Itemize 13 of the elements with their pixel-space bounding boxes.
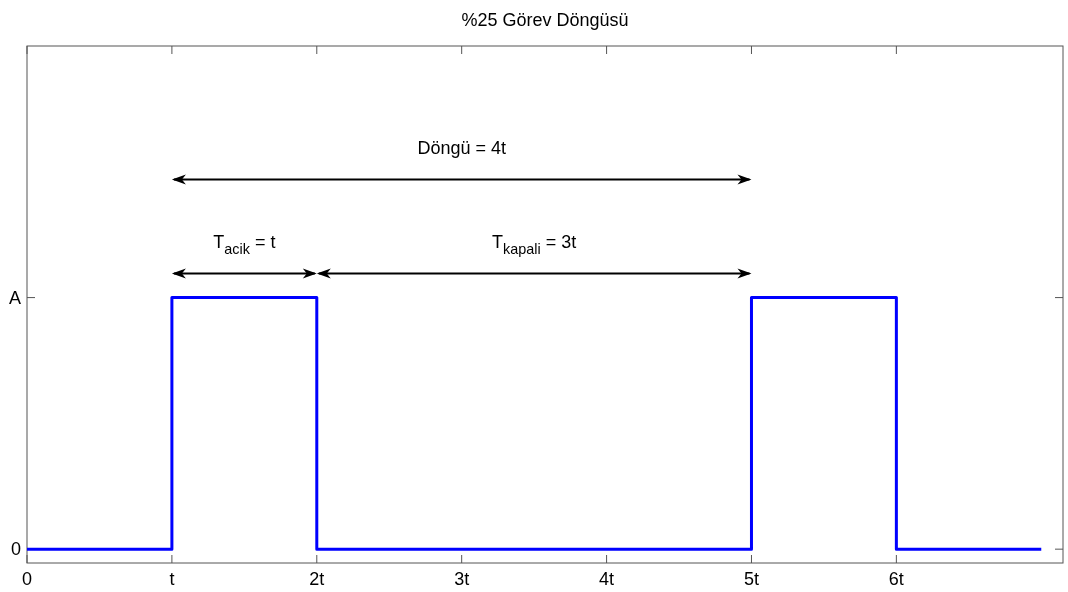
text: T$_{kapali}$ = 3t (492, 231, 577, 257)
x-tick-label: 4t (599, 569, 615, 589)
x-tick-label: 3t (454, 569, 470, 589)
text: A (8, 287, 21, 308)
text: T$_{acik}$ = t (213, 231, 276, 257)
x-tick-label: 6t (888, 569, 904, 589)
text: Döngü = 4t (417, 137, 506, 158)
text: 0 (10, 539, 21, 560)
x-tick-label: 2t (309, 569, 325, 589)
chart-title: %25 Görev Döngüsü (461, 10, 629, 30)
x-tick-label: t (169, 569, 175, 589)
x-tick-label: 5t (743, 569, 759, 589)
x-tick-label: 0 (21, 569, 33, 589)
